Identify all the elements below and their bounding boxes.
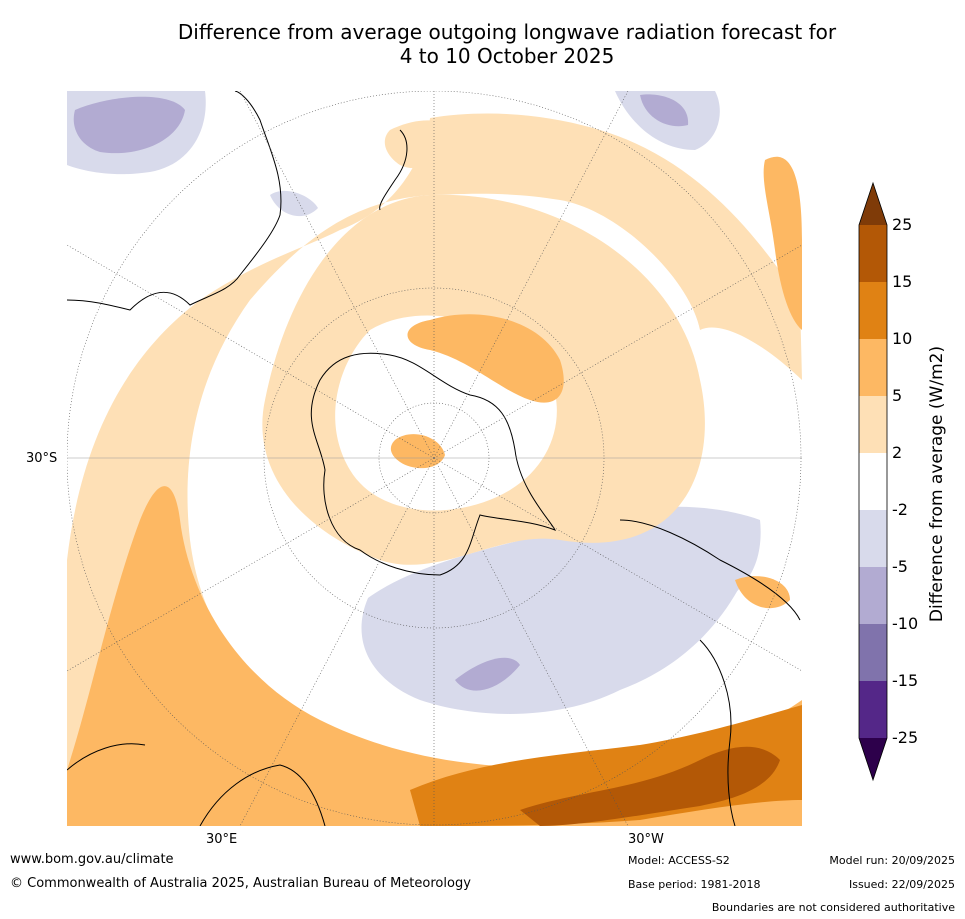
anomaly-field — [67, 91, 802, 826]
lon-label-30w: 30°W — [628, 832, 664, 847]
coast-antarctica — [310, 352, 557, 576]
footer-disclaimer: Boundaries are not considered authoritat… — [711, 901, 955, 914]
colorbar-tick: 5 — [892, 386, 903, 405]
colorbar-band-15-25 — [859, 225, 887, 282]
colorbar-tick: -5 — [892, 557, 908, 576]
region-2-5-outer-band — [67, 113, 802, 826]
colorbar — [858, 181, 888, 782]
colorbar-label: Difference from average (W/m2) — [927, 345, 947, 623]
colorbar-band-neg5-neg2 — [859, 510, 887, 567]
coast-south-america — [619, 519, 801, 826]
region-5-10-southern-band — [67, 486, 802, 826]
region-neg2-neg5-small — [270, 190, 318, 217]
colorbar-band-neg10-neg5 — [859, 567, 887, 624]
region-2-5-nz — [384, 120, 460, 169]
title-line-2: 4 to 10 October 2025 — [399, 44, 615, 68]
colorbar-band-5-10 — [859, 339, 887, 396]
footer-base-period: Base period: 1981-2018 — [628, 878, 761, 891]
colorbar-tick: 2 — [892, 443, 903, 462]
coast-australia — [67, 91, 282, 311]
colorbar-band-neg25-neg15 — [859, 681, 887, 738]
region-5-10-sa — [735, 576, 790, 609]
title-line-1: Difference from average outgoing longwav… — [177, 20, 837, 44]
colorbar-tick: -25 — [892, 728, 919, 747]
footer-website-link[interactable]: www.bom.gov.au/climate — [10, 852, 174, 867]
coast-new-zealand — [379, 129, 408, 211]
colorbar-over-triangle — [859, 183, 887, 225]
footer-copyright: © Commonwealth of Australia 2025, Austra… — [10, 876, 471, 891]
region-neg5-neg10-pacific — [455, 657, 520, 691]
footer-issued: Issued: 22/09/2025 — [848, 878, 955, 891]
region-5-10-east-pacific — [763, 156, 802, 330]
colorbar-under-triangle — [859, 738, 887, 780]
colorbar-band-2-5 — [859, 396, 887, 453]
coast-africa — [67, 743, 326, 826]
colorbar-tick: 25 — [892, 215, 913, 234]
colorbar-band-10-15 — [859, 282, 887, 339]
region-2-5-antarctic-ring — [262, 194, 705, 565]
region-5-10-antarctic — [407, 314, 564, 403]
colorbar-tick: 15 — [892, 272, 913, 291]
colorbar-tick: -15 — [892, 671, 919, 690]
colorbar-tick: -2 — [892, 500, 908, 519]
lon-label-30e: 30°E — [206, 832, 238, 847]
map-title: Difference from average outgoing longwav… — [0, 20, 965, 68]
footer-model: Model: ACCESS-S2 — [628, 854, 730, 867]
region-15-25-southern — [520, 746, 780, 826]
region-neg5-neg10-top — [640, 94, 689, 127]
region-neg5-neg10-indian — [73, 96, 185, 154]
colorbar-tick: 10 — [892, 329, 913, 348]
colorbar-tick: -10 — [892, 614, 919, 633]
footer-model-run: Model run: 20/09/2025 — [829, 854, 955, 867]
colorbar-band-neg15-neg10 — [859, 624, 887, 681]
colorbar-band-neg2-2 — [859, 453, 887, 510]
lat-label-30s: 30°S — [26, 451, 58, 466]
